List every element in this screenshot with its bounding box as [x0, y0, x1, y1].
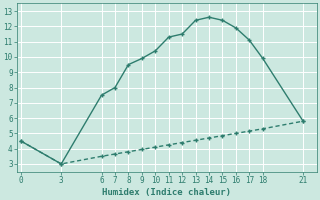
X-axis label: Humidex (Indice chaleur): Humidex (Indice chaleur)	[102, 188, 231, 197]
